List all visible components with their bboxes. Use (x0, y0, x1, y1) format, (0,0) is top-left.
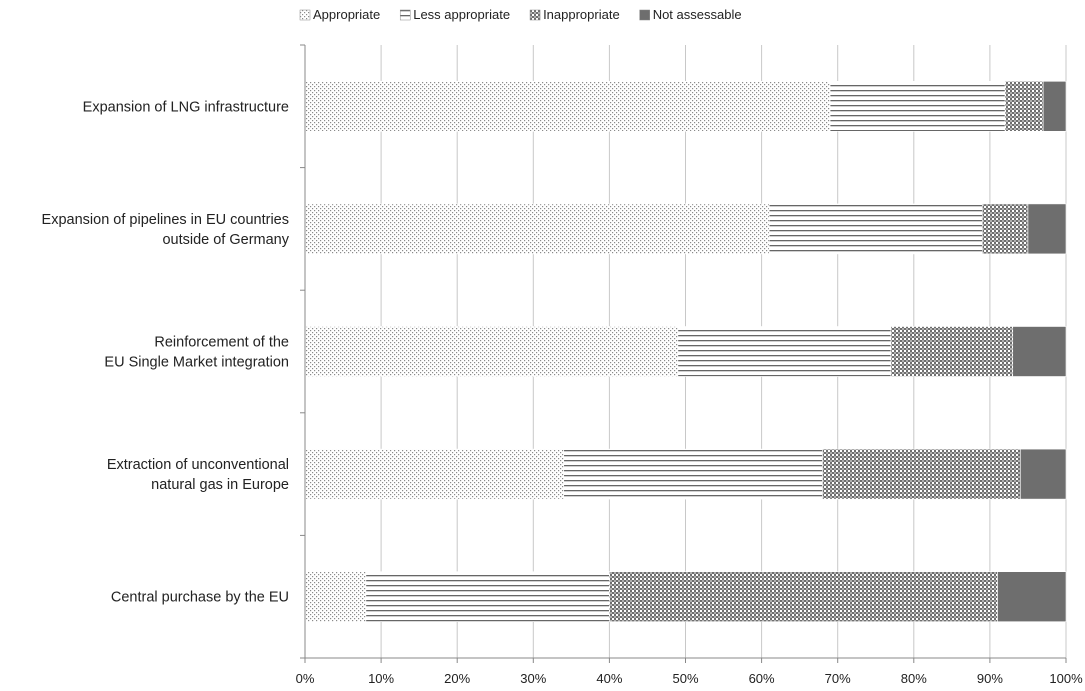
bar-segment-appropriate (304, 81, 831, 132)
chart-legend: Appropriate Less appropriate Inappropriate… (299, 7, 742, 22)
category-label: Expansion of pipelines in EU countries ou… (42, 212, 290, 248)
legend-swatch (639, 9, 650, 21)
category-label: Reinforcement of the EU Single Market int… (104, 335, 289, 371)
x-tick-label: 0% (296, 671, 315, 686)
bar-segment-inappropriate (822, 448, 1021, 500)
bar-segment-inappropriate (609, 571, 998, 623)
bar-segment-not-assessable (1012, 326, 1067, 377)
category-label: Central purchase by the EU (111, 590, 289, 606)
bar-segment-less-appropriate (365, 571, 610, 623)
category-label: Expansion of LNG infrastructure (83, 99, 289, 115)
bar-segment-inappropriate (981, 203, 1029, 255)
legend-label: Less appropriate (413, 7, 510, 22)
x-tick-label: 60% (749, 671, 775, 686)
x-tick-label: 90% (977, 671, 1003, 686)
bar-segment-not-assessable (1042, 81, 1067, 132)
x-tick-label: 80% (901, 671, 927, 686)
legend-label: Inappropriate (543, 7, 620, 22)
bar-segment-less-appropriate (677, 326, 892, 377)
bar-segment-less-appropriate (768, 203, 983, 255)
bar-segment-inappropriate (1004, 81, 1044, 132)
x-tick-label: 50% (672, 671, 698, 686)
x-tick-label: 70% (825, 671, 851, 686)
bar-segment-appropriate (304, 203, 770, 255)
x-tick-label: 20% (444, 671, 470, 686)
x-axis-ticks: 0% 10% 20% 30% 40% 50% 60% 70% 80% 90% 100% (296, 658, 1083, 686)
legend-label: Appropriate (313, 7, 380, 22)
legend-swatch (529, 9, 541, 21)
bar-segment-not-assessable (1020, 448, 1067, 500)
bar-segment-appropriate (304, 571, 367, 623)
category-labels: Expansion of LNG infrastructure Expansion… (42, 99, 290, 605)
bar-segment-less-appropriate (563, 448, 823, 500)
legend-label: Not assessable (653, 7, 742, 22)
x-tick-label: 40% (596, 671, 622, 686)
x-tick-label: 10% (368, 671, 394, 686)
bar-segment-not-assessable (997, 571, 1067, 623)
bar-segment-appropriate (304, 448, 565, 500)
x-tick-label: 30% (520, 671, 546, 686)
category-label: Extraction of unconventional natural gas … (107, 457, 289, 493)
bar-segment-not-assessable (1027, 203, 1067, 255)
bar-segment-appropriate (304, 326, 679, 377)
legend-swatch (299, 9, 311, 21)
bar-segment-inappropriate (890, 326, 1014, 377)
x-tick-label: 100% (1049, 671, 1083, 686)
legend-swatch (399, 9, 411, 21)
bars (304, 81, 1067, 623)
bar-segment-less-appropriate (829, 81, 1006, 132)
